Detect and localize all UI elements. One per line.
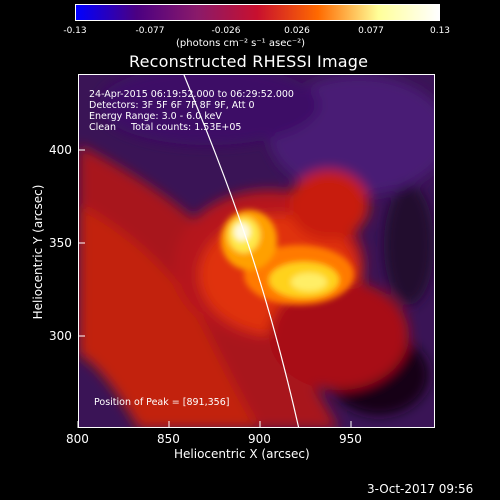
info-detectors: Detectors: 3F 5F 6F 7F 8F 9F, Att 0 — [89, 100, 255, 111]
timestamp: 3-Oct-2017 09:56 — [367, 482, 474, 496]
colorbar-tick: 0.077 — [358, 26, 384, 36]
x-tick-label: 800 — [66, 432, 89, 446]
info-peak: Position of Peak = [891,356] — [94, 397, 230, 408]
solar-limb — [183, 75, 300, 427]
x-tick-label: 950 — [339, 432, 362, 446]
y-axis-label: Heliocentric Y (arcsec) — [31, 184, 45, 320]
bright-source — [221, 210, 354, 305]
colorbar-tick: 0.026 — [284, 26, 310, 36]
colorbar — [75, 4, 440, 21]
image-title: Reconstructed RHESSI Image — [129, 52, 369, 71]
colorbar-tick: 0.13 — [429, 26, 451, 36]
y-tick-label: 350 — [49, 236, 72, 250]
colorbar-units: (photons cm⁻² s⁻¹ asec⁻²) — [176, 38, 306, 49]
y-tick-label: 300 — [49, 329, 72, 343]
colorbar-tick: -0.13 — [63, 26, 87, 36]
x-tick-label: 850 — [157, 432, 180, 446]
colorbar-tick: -0.026 — [211, 26, 241, 36]
x-axis-label: Heliocentric X (arcsec) — [174, 447, 310, 461]
colorbar-tick: -0.077 — [135, 26, 165, 36]
rhessi-image: 24-Apr-2015 06:19:52.000 to 06:29:52.000… — [78, 74, 435, 428]
info-time-range: 24-Apr-2015 06:19:52.000 to 06:29:52.000 — [89, 89, 294, 100]
info-energy: Energy Range: 3.0 - 6.0 keV — [89, 111, 222, 122]
x-tick-label: 900 — [248, 432, 271, 446]
info-clean: Clean Total counts: 1.53E+05 — [89, 122, 242, 133]
emission-layers — [79, 75, 434, 427]
y-tick-label: 400 — [49, 143, 72, 157]
image-canvas — [79, 75, 434, 427]
